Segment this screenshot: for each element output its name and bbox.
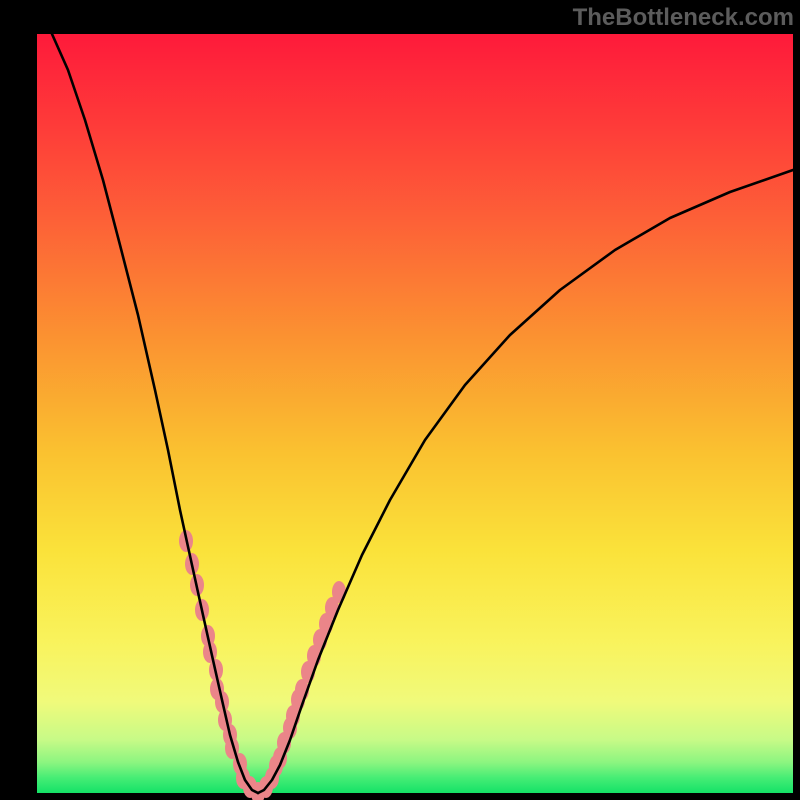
chart-frame: TheBottleneck.com bbox=[0, 0, 800, 800]
heatmap-gradient-background bbox=[37, 34, 793, 793]
source-watermark: TheBottleneck.com bbox=[573, 4, 794, 32]
